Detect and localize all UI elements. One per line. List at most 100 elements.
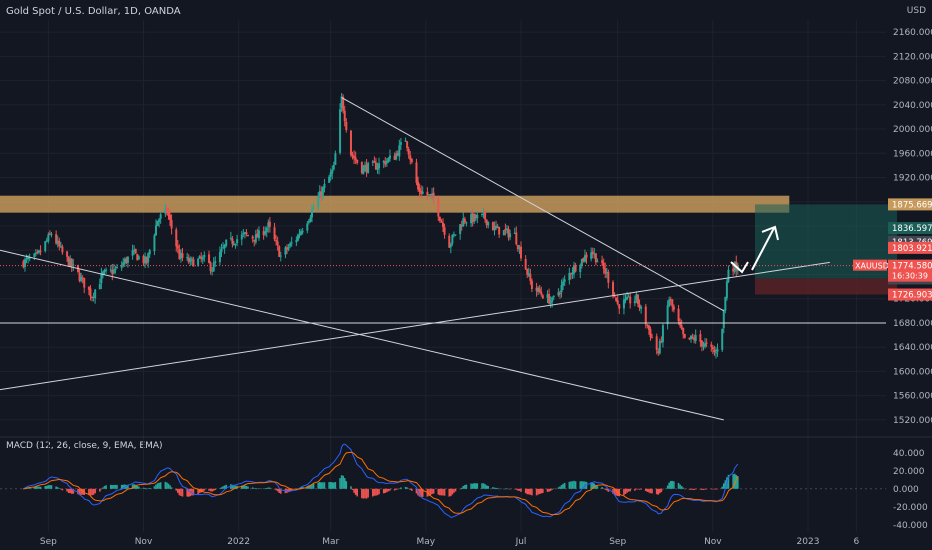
candle-body xyxy=(55,234,58,244)
macd-histogram-bar xyxy=(148,487,151,489)
macd-histogram-bar xyxy=(265,488,268,489)
macd-histogram-bar xyxy=(737,476,739,489)
candle-body xyxy=(247,235,250,237)
candle-body xyxy=(158,219,161,222)
macd-histogram-bar xyxy=(727,474,730,489)
candle-body xyxy=(557,292,560,296)
x-tick-label: Nov xyxy=(704,537,722,547)
candle-body xyxy=(594,253,597,263)
candle-body xyxy=(111,269,114,275)
macd-histogram-bar xyxy=(484,484,486,489)
candle-body xyxy=(573,265,576,274)
candle-body xyxy=(426,191,429,196)
macd-histogram-bar xyxy=(155,484,157,489)
macd-histogram-bar xyxy=(311,484,313,489)
macd-histogram-bar xyxy=(94,488,96,494)
candle-body xyxy=(613,296,616,298)
candle-body xyxy=(69,259,72,267)
macd-histogram-bar xyxy=(382,488,385,494)
macd-histogram-bar xyxy=(560,485,563,489)
candle-body xyxy=(164,207,167,214)
x-tick-label: May xyxy=(417,537,436,547)
candle-body xyxy=(376,167,379,170)
candle-body xyxy=(142,255,145,264)
macd-histogram-bar xyxy=(513,488,516,490)
candle-body xyxy=(339,109,342,153)
macd-histogram-bar xyxy=(49,485,51,489)
macd-histogram-bar xyxy=(60,488,62,490)
macd-histogram-bar xyxy=(70,488,73,494)
macd-histogram-bar xyxy=(713,488,716,490)
macd-histogram-bar xyxy=(120,484,123,489)
candle-body xyxy=(560,285,563,293)
candle-body xyxy=(87,286,90,290)
macd-title: MACD (12, 26, close, 9, EMA, EMA) xyxy=(6,441,163,451)
macd-histogram-bar xyxy=(253,488,256,489)
candle-body xyxy=(482,212,485,214)
macd-histogram-bar xyxy=(287,488,290,493)
y-tick-label: 1600.000 xyxy=(893,367,932,377)
macd-pane xyxy=(0,443,886,518)
macd-histogram-bar xyxy=(669,481,672,489)
macd-histogram-bar xyxy=(694,488,697,490)
macd-histogram-bar xyxy=(187,488,190,497)
macd-histogram-bar xyxy=(159,482,162,489)
candle-body xyxy=(192,259,195,267)
candle-body xyxy=(67,256,70,266)
macd-histogram-bar xyxy=(699,488,702,490)
candle-body xyxy=(153,235,156,252)
macd-histogram-bar xyxy=(715,488,717,490)
candle-body xyxy=(627,296,630,298)
macd-histogram-bar xyxy=(72,488,75,494)
candle-body xyxy=(156,220,159,226)
candle-body xyxy=(331,169,334,174)
candle-body xyxy=(540,291,543,295)
macd-histogram-bar xyxy=(666,485,669,489)
macd-y-tick-label: -20.000 xyxy=(893,503,928,513)
macd-histogram-bar xyxy=(334,482,337,489)
macd-histogram-bar xyxy=(462,485,465,489)
candle-body xyxy=(398,145,401,157)
candle-body xyxy=(526,269,529,275)
candle-body xyxy=(36,251,39,253)
down-arrow xyxy=(730,261,749,274)
candle-body xyxy=(175,229,178,247)
macd-histogram-bar xyxy=(212,488,215,491)
candle-body xyxy=(732,268,735,272)
macd-histogram-bar xyxy=(393,488,396,491)
macd-histogram-bar xyxy=(38,486,40,489)
macd-histogram-bar xyxy=(531,488,533,496)
macd-histogram-bar xyxy=(657,488,660,495)
macd-histogram-bar xyxy=(733,473,736,489)
macd-histogram-bar xyxy=(244,485,246,489)
last-price-tag xyxy=(888,259,932,282)
candle-body xyxy=(548,293,551,304)
macd-histogram-bar xyxy=(225,484,227,489)
macd-histogram-bar xyxy=(691,488,694,490)
candle-body xyxy=(27,257,30,260)
candle-body xyxy=(460,225,463,227)
candle-body xyxy=(733,262,736,272)
x-tick-label: 2023 xyxy=(797,537,820,547)
macd-histogram-bar xyxy=(604,488,607,490)
candle-body xyxy=(657,351,660,354)
candle-body xyxy=(267,222,270,228)
candle-body xyxy=(231,238,234,245)
candle-body xyxy=(145,256,148,264)
candle-body xyxy=(114,268,117,271)
candle-body xyxy=(91,297,94,299)
candle-body xyxy=(276,241,279,246)
candle-body xyxy=(507,228,510,238)
macd-histogram-bar xyxy=(77,488,79,495)
candle-body xyxy=(275,240,278,242)
macd-histogram-bar xyxy=(170,487,173,489)
macd-histogram-bar xyxy=(417,488,419,496)
x-tick-label: 6 xyxy=(853,537,859,547)
candle-body xyxy=(711,347,714,350)
channel-lower-line xyxy=(0,249,724,421)
candle-body xyxy=(616,300,619,305)
candle-body xyxy=(374,162,377,170)
candle-body xyxy=(254,234,257,243)
candle-body xyxy=(133,249,136,252)
